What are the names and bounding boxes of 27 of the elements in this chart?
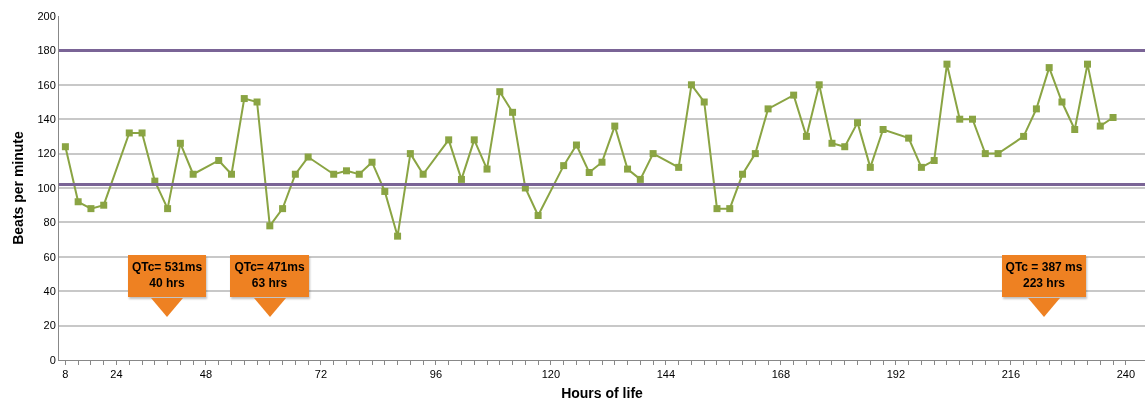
- x-tick-label: 120: [541, 368, 561, 381]
- x-axis-title: Hours of life: [561, 384, 644, 401]
- annotation: QTc= 471ms 63 hrs: [230, 255, 309, 297]
- y-tick-label: 80: [43, 216, 56, 229]
- x-tick-label: 216: [1001, 368, 1021, 381]
- y-tick-label: 160: [37, 78, 56, 91]
- y-tick-label: 40: [43, 285, 56, 298]
- x-tick-label: 8: [62, 368, 69, 381]
- x-tick-label: 24: [110, 368, 123, 381]
- y-tick-label: 100: [37, 181, 56, 194]
- y-tick-label: 180: [37, 44, 56, 57]
- y-axis-title: Beats per minute: [10, 131, 27, 245]
- x-tick-label: 96: [429, 368, 443, 381]
- y-tick-label: 140: [37, 113, 56, 126]
- x-tick-label: 48: [199, 368, 213, 381]
- x-tick-label: 72: [314, 368, 328, 381]
- y-tick-label: 200: [37, 9, 56, 22]
- x-tick-label: 144: [656, 368, 676, 381]
- y-tick-label: 20: [43, 319, 56, 332]
- x-tick-label: 168: [771, 368, 791, 381]
- y-tick-label: 60: [43, 250, 56, 263]
- y-tick-label: 0: [49, 353, 56, 366]
- annotation: QTc = 387 ms 223 hrs: [1002, 255, 1086, 297]
- annotation: QTc= 531ms 40 hrs: [128, 255, 206, 297]
- x-tick-label: 192: [886, 368, 906, 381]
- y-tick-label: 120: [37, 147, 56, 160]
- x-tick-label: 240: [1116, 368, 1136, 381]
